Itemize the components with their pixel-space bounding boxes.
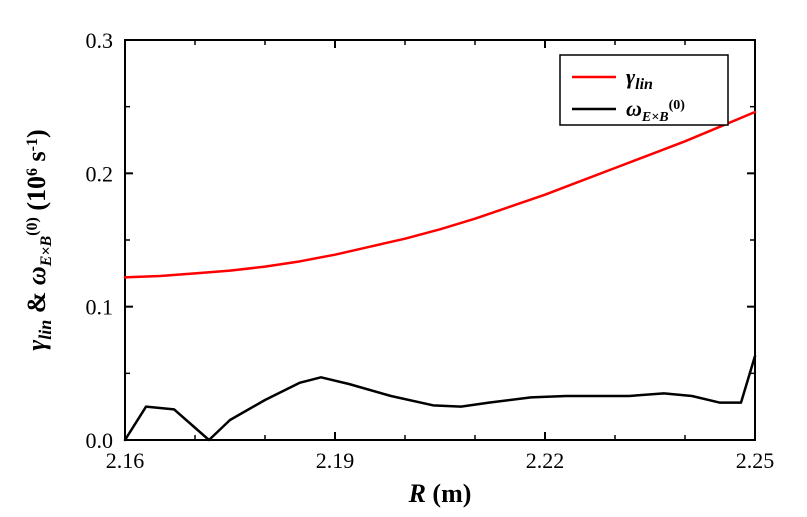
x-tick-label: 2.25	[736, 448, 775, 473]
line-chart: 2.162.192.222.250.00.10.20.3R (m)γlin & …	[0, 0, 807, 517]
x-tick-label: 2.19	[316, 448, 355, 473]
y-tick-label: 0.1	[86, 295, 114, 320]
y-tick-label: 0.2	[86, 161, 114, 186]
x-axis-label: R (m)	[408, 479, 472, 508]
y-tick-label: 0.3	[86, 28, 114, 53]
x-tick-label: 2.22	[526, 448, 565, 473]
y-tick-label: 0.0	[86, 428, 114, 453]
